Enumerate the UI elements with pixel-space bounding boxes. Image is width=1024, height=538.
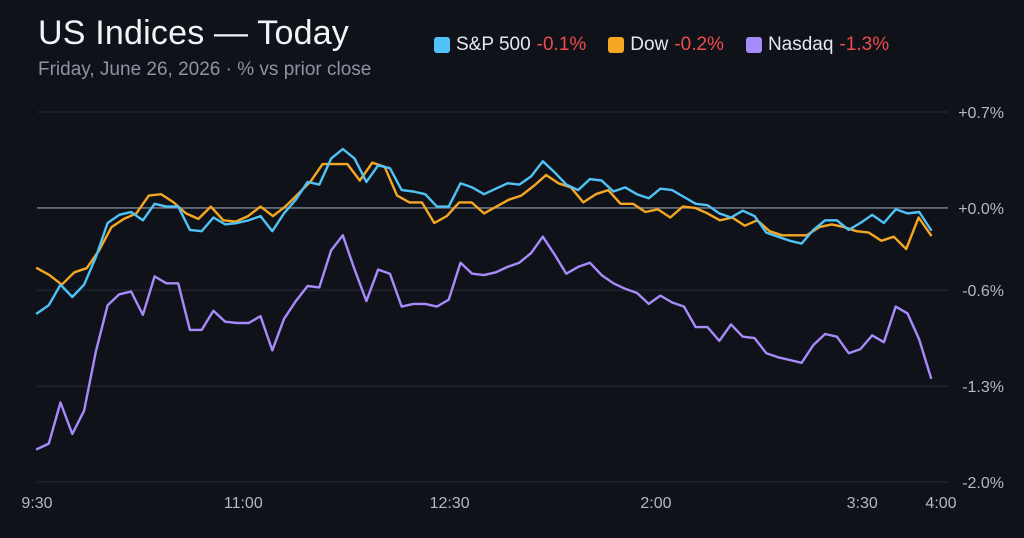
chart-title: US Indices — Today (38, 14, 350, 52)
legend-swatch-sp500 (434, 37, 450, 53)
chart-legend: S&P 500 -0.1% Dow -0.2% Nasdaq -1.3% (434, 34, 889, 56)
legend-swatch-nasdaq (745, 37, 762, 53)
legend-label-sp500: S&P 500 (456, 34, 531, 55)
x-tick-label: 4:00 (925, 495, 956, 512)
x-axis-ticks: 9:30 11:00 12:30 2:00 3:30 4:00 (21, 495, 956, 512)
x-tick-label: 11:00 (224, 495, 263, 512)
series-line-nasdaq (35, 234, 933, 451)
x-tick-label: 2:00 (640, 495, 671, 512)
legend-label-dow: Dow (630, 34, 669, 55)
legend-item-dow[interactable]: Dow -0.2% (608, 34, 724, 56)
legend-change-dow: -0.2% (674, 34, 724, 55)
y-tick-label: -0.6% (962, 283, 1004, 300)
series-lines (35, 147, 933, 451)
chart-subtitle: Friday, June 26, 2026 · % vs prior close (38, 59, 372, 80)
legend-item-sp500[interactable]: S&P 500 -0.1% (434, 34, 586, 56)
x-tick-label: 12:30 (430, 495, 470, 512)
legend-item-nasdaq[interactable]: Nasdaq -1.3% (745, 34, 890, 56)
series-line-dow (35, 161, 933, 286)
legend-swatch-dow (608, 37, 625, 53)
y-tick-label: +0.7% (958, 105, 1004, 122)
y-tick-label: -2.0% (962, 475, 1004, 492)
x-tick-label: 3:30 (847, 495, 878, 512)
legend-label-nasdaq: Nasdaq (767, 34, 834, 55)
series-line-sp500 (35, 147, 933, 315)
grid-lines (37, 111, 948, 483)
y-axis-ticks: +0.7% +0.0% -0.6% -1.3% -2.0% (958, 105, 1004, 492)
legend-change-sp500: -0.1% (536, 34, 587, 55)
y-tick-label: -1.3% (962, 379, 1004, 396)
legend-change-nasdaq: -1.3% (839, 34, 890, 55)
x-tick-label: 9:30 (21, 495, 52, 512)
y-tick-label: +0.0% (958, 201, 1004, 218)
